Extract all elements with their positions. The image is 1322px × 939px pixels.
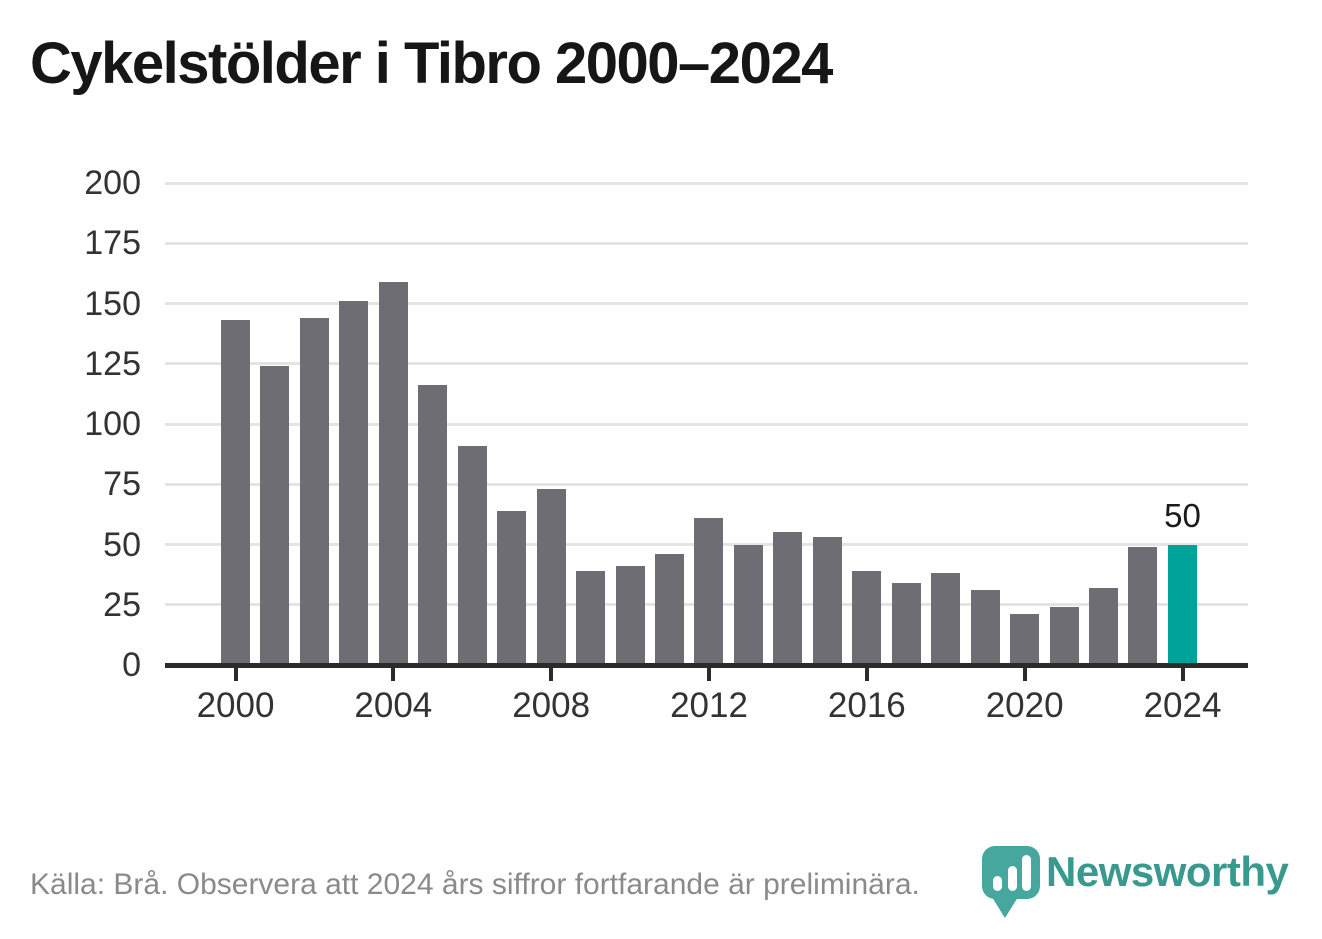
y-tick-label-50: 50 — [103, 525, 141, 564]
bar-2020 — [1010, 614, 1040, 665]
gridline-200 — [165, 181, 1248, 185]
bar-2014 — [773, 532, 803, 665]
newsworthy-badge-tail — [990, 894, 1020, 918]
x-tick-2012 — [707, 668, 711, 681]
bar-2004 — [378, 281, 408, 665]
bar-2018 — [931, 573, 961, 665]
x-tick-2004 — [391, 668, 396, 681]
bar-2024 — [1167, 544, 1197, 665]
y-tick-label-25: 25 — [103, 585, 141, 624]
y-tick-label-0: 0 — [122, 646, 141, 684]
bar-2016 — [852, 571, 882, 665]
bar-2012 — [694, 518, 724, 665]
bar-2021 — [1049, 607, 1079, 665]
x-tick-label-2012: 2012 — [670, 686, 748, 725]
bar-2009 — [576, 571, 606, 665]
x-axis-line — [165, 663, 1248, 668]
y-tick-label-200: 200 — [84, 164, 141, 202]
bar-2011 — [654, 554, 684, 665]
bar-2003 — [339, 301, 369, 665]
gridline-175 — [165, 241, 1248, 245]
highlight-value-label: 50 — [1164, 496, 1201, 534]
bar-2006 — [457, 445, 487, 665]
x-tick-2020 — [1022, 668, 1027, 681]
x-tick-label-2008: 2008 — [512, 686, 591, 725]
y-tick-label-125: 125 — [84, 344, 141, 383]
y-tick-label-100: 100 — [84, 405, 141, 443]
bar-2015 — [812, 537, 842, 665]
gridline-150 — [165, 302, 1248, 305]
bar-2002 — [299, 317, 329, 665]
x-tick-label-2020: 2020 — [985, 686, 1064, 725]
bar-chart-icon — [993, 855, 1031, 891]
newsworthy-wordmark: Newsworthy — [1046, 848, 1289, 895]
bar-2008 — [536, 489, 566, 665]
y-tick-label-75: 75 — [103, 465, 141, 504]
bar-2000 — [221, 320, 250, 665]
x-tick-2024 — [1180, 668, 1185, 681]
gridline-125 — [165, 362, 1248, 366]
x-tick-label-2004: 2004 — [354, 686, 433, 725]
chart-title: Cykelstölder i Tibro 2000–2024 — [30, 31, 833, 96]
bar-2017 — [891, 583, 921, 665]
bar-2001 — [260, 366, 290, 665]
gridline-100 — [165, 422, 1248, 426]
bar-2010 — [615, 566, 645, 665]
x-tick-label-2000: 2000 — [196, 686, 275, 725]
source-note: Källa: Brå. Observera att 2024 års siffr… — [30, 868, 920, 901]
bar-2019 — [970, 590, 1000, 665]
x-tick-2016 — [864, 668, 869, 681]
x-tick-2008 — [549, 668, 554, 681]
bar-2005 — [418, 385, 448, 665]
y-tick-label-150: 150 — [84, 284, 141, 323]
x-tick-2000 — [233, 668, 238, 681]
bar-2007 — [497, 510, 527, 665]
x-tick-label-2016: 2016 — [827, 686, 906, 725]
bar-2023 — [1128, 546, 1158, 665]
gridline-75 — [165, 482, 1248, 486]
y-tick-label-175: 175 — [84, 224, 141, 263]
bar-2013 — [733, 544, 763, 665]
x-tick-label-2024: 2024 — [1143, 686, 1222, 725]
plot-area: 0 25 50 75 100 125 150 175 200 2000 2004 2008 2012 2… — [84, 164, 1248, 725]
bar-series — [221, 183, 1197, 665]
bar-2022 — [1088, 587, 1118, 665]
